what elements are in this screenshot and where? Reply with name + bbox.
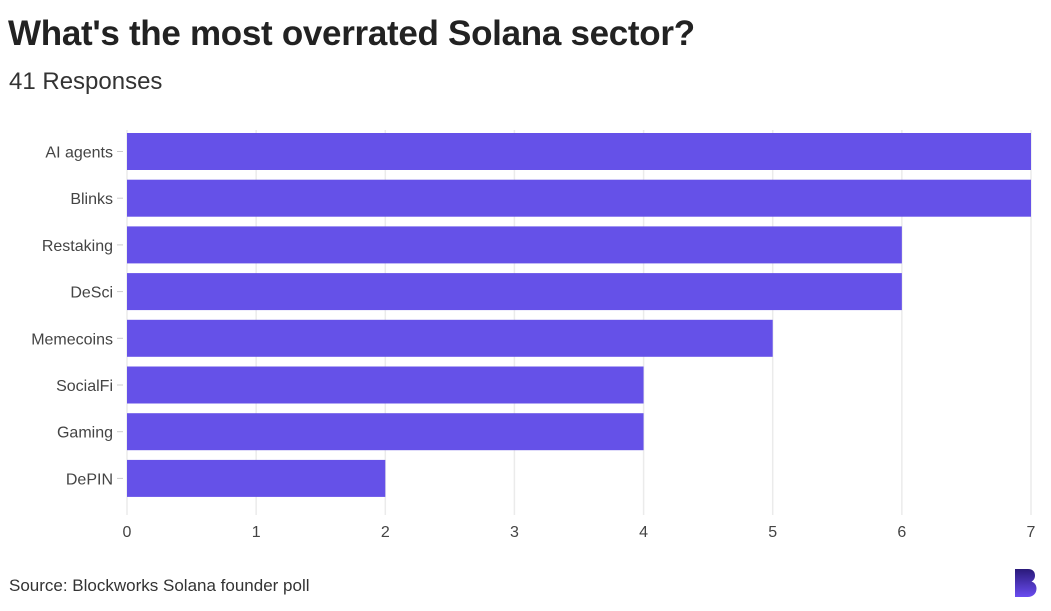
- y-category-label: Blinks: [70, 191, 113, 208]
- bar-socialfi: [127, 366, 644, 404]
- bar-depin: [127, 459, 386, 497]
- y-category-label: DeSci: [70, 285, 113, 302]
- x-tick-label: 3: [510, 524, 519, 541]
- y-category-label: Gaming: [57, 425, 113, 442]
- y-category-label: DePIN: [66, 471, 113, 488]
- x-tick-label: 7: [1027, 524, 1036, 541]
- bar-gaming: [127, 413, 644, 451]
- x-tick-label: 2: [381, 524, 390, 541]
- bar-chart: 0 1 2 3 4 5 6 7 AI agents Blinks Restaking DeSci Mem…: [31, 130, 1036, 541]
- y-category-label: SocialFi: [56, 378, 113, 395]
- x-tick-label: 6: [897, 524, 906, 541]
- source-note: Source: Blockworks Solana founder poll: [9, 576, 310, 595]
- bar-restaking: [127, 226, 902, 264]
- y-category-label: AI agents: [45, 145, 113, 162]
- bar-desci: [127, 273, 902, 311]
- y-category-label: Memecoins: [31, 331, 113, 348]
- blockworks-logo-icon: [1015, 569, 1037, 597]
- bar-memecoins: [127, 319, 773, 357]
- x-tick-label: 4: [639, 524, 648, 541]
- x-tick-label: 5: [768, 524, 777, 541]
- x-tick-label: 0: [123, 524, 132, 541]
- x-tick-label: 1: [252, 524, 261, 541]
- bar-blinks: [127, 179, 1031, 217]
- bar-ai-agents: [127, 133, 1031, 170]
- chart-title: What's the most overrated Solana sector?: [8, 14, 695, 53]
- chart-subtitle: 41 Responses: [9, 68, 163, 95]
- y-category-label: Restaking: [42, 238, 113, 255]
